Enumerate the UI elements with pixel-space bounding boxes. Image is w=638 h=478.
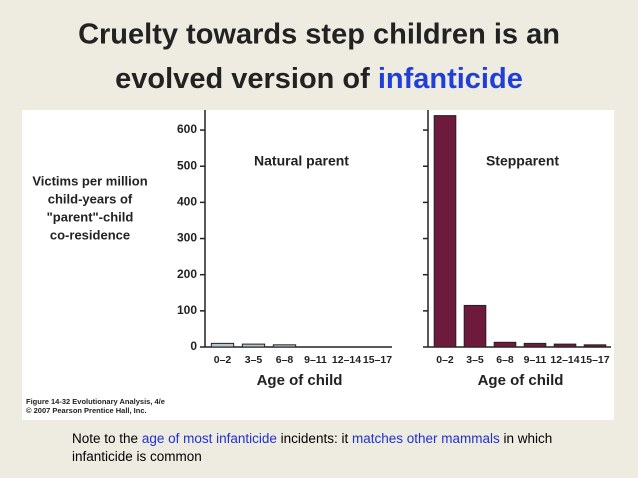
note-text: in which infanticide is common [72, 431, 553, 464]
figure-panel [22, 110, 614, 420]
title-highlight: infanticide [378, 63, 523, 95]
x-tick-label: 12–14 [332, 354, 361, 366]
title: evolved version of infanticide [115, 63, 523, 95]
y-tick-label: 0 [190, 339, 197, 353]
note-text: matches other mammals [351, 431, 500, 446]
y-tick-label: 100 [177, 303, 197, 317]
x-tick-label: 0–2 [214, 354, 232, 366]
x-axis-label: Age of child [478, 372, 564, 389]
x-tick-label: 6–8 [276, 354, 294, 366]
slide-graphics: Cruelty towards step children is an evol… [22, 19, 614, 420]
x-tick-label: 15–17 [580, 354, 609, 366]
y-tick-label: 300 [177, 231, 197, 245]
note-text: age of most infanticide [141, 431, 277, 446]
y-tick-label: 200 [177, 267, 197, 281]
bar [583, 344, 607, 348]
x-tick-label: 15–17 [363, 354, 392, 366]
title-text: evolved version of [115, 63, 370, 95]
x-tick-label: 9–11 [304, 354, 327, 366]
x-axis-label: Age of child [257, 372, 343, 389]
bar [463, 304, 487, 348]
chart-title: Natural parent [254, 153, 349, 169]
y-axis-label: Victims per million [32, 173, 147, 188]
y-axis-label: child-years of [48, 191, 133, 206]
chart-title: Stepparent [486, 153, 559, 169]
bar [523, 342, 547, 348]
x-tick-label: 3–5 [466, 354, 484, 366]
bar [493, 341, 517, 348]
x-tick-label: 12–14 [550, 354, 579, 366]
bar [272, 344, 297, 348]
caption: Figure 14-32 Evolutionary Analysis, 4/e [26, 397, 165, 406]
x-tick-label: 9–11 [524, 354, 547, 366]
bar [210, 342, 235, 348]
bar [433, 115, 457, 348]
bar [553, 343, 577, 348]
copyright: © 2007 Pearson Prentice Hall, Inc. [26, 406, 147, 415]
note: Note to the age of most infanticide inci… [72, 430, 602, 466]
bar [241, 343, 266, 348]
y-axis-label: "parent"-child [47, 209, 134, 224]
note-text: incidents: it [280, 431, 349, 446]
y-axis-label: co-residence [50, 227, 130, 242]
y-tick-label: 500 [177, 158, 197, 172]
y-tick-label: 400 [177, 195, 197, 209]
x-tick-label: 3–5 [245, 354, 263, 366]
x-tick-label: 6–8 [496, 354, 514, 366]
note-text: Note to the [72, 431, 139, 446]
y-tick-label: 600 [177, 122, 197, 136]
title: Cruelty towards step children is an [78, 19, 560, 51]
x-tick-label: 0–2 [436, 354, 454, 366]
